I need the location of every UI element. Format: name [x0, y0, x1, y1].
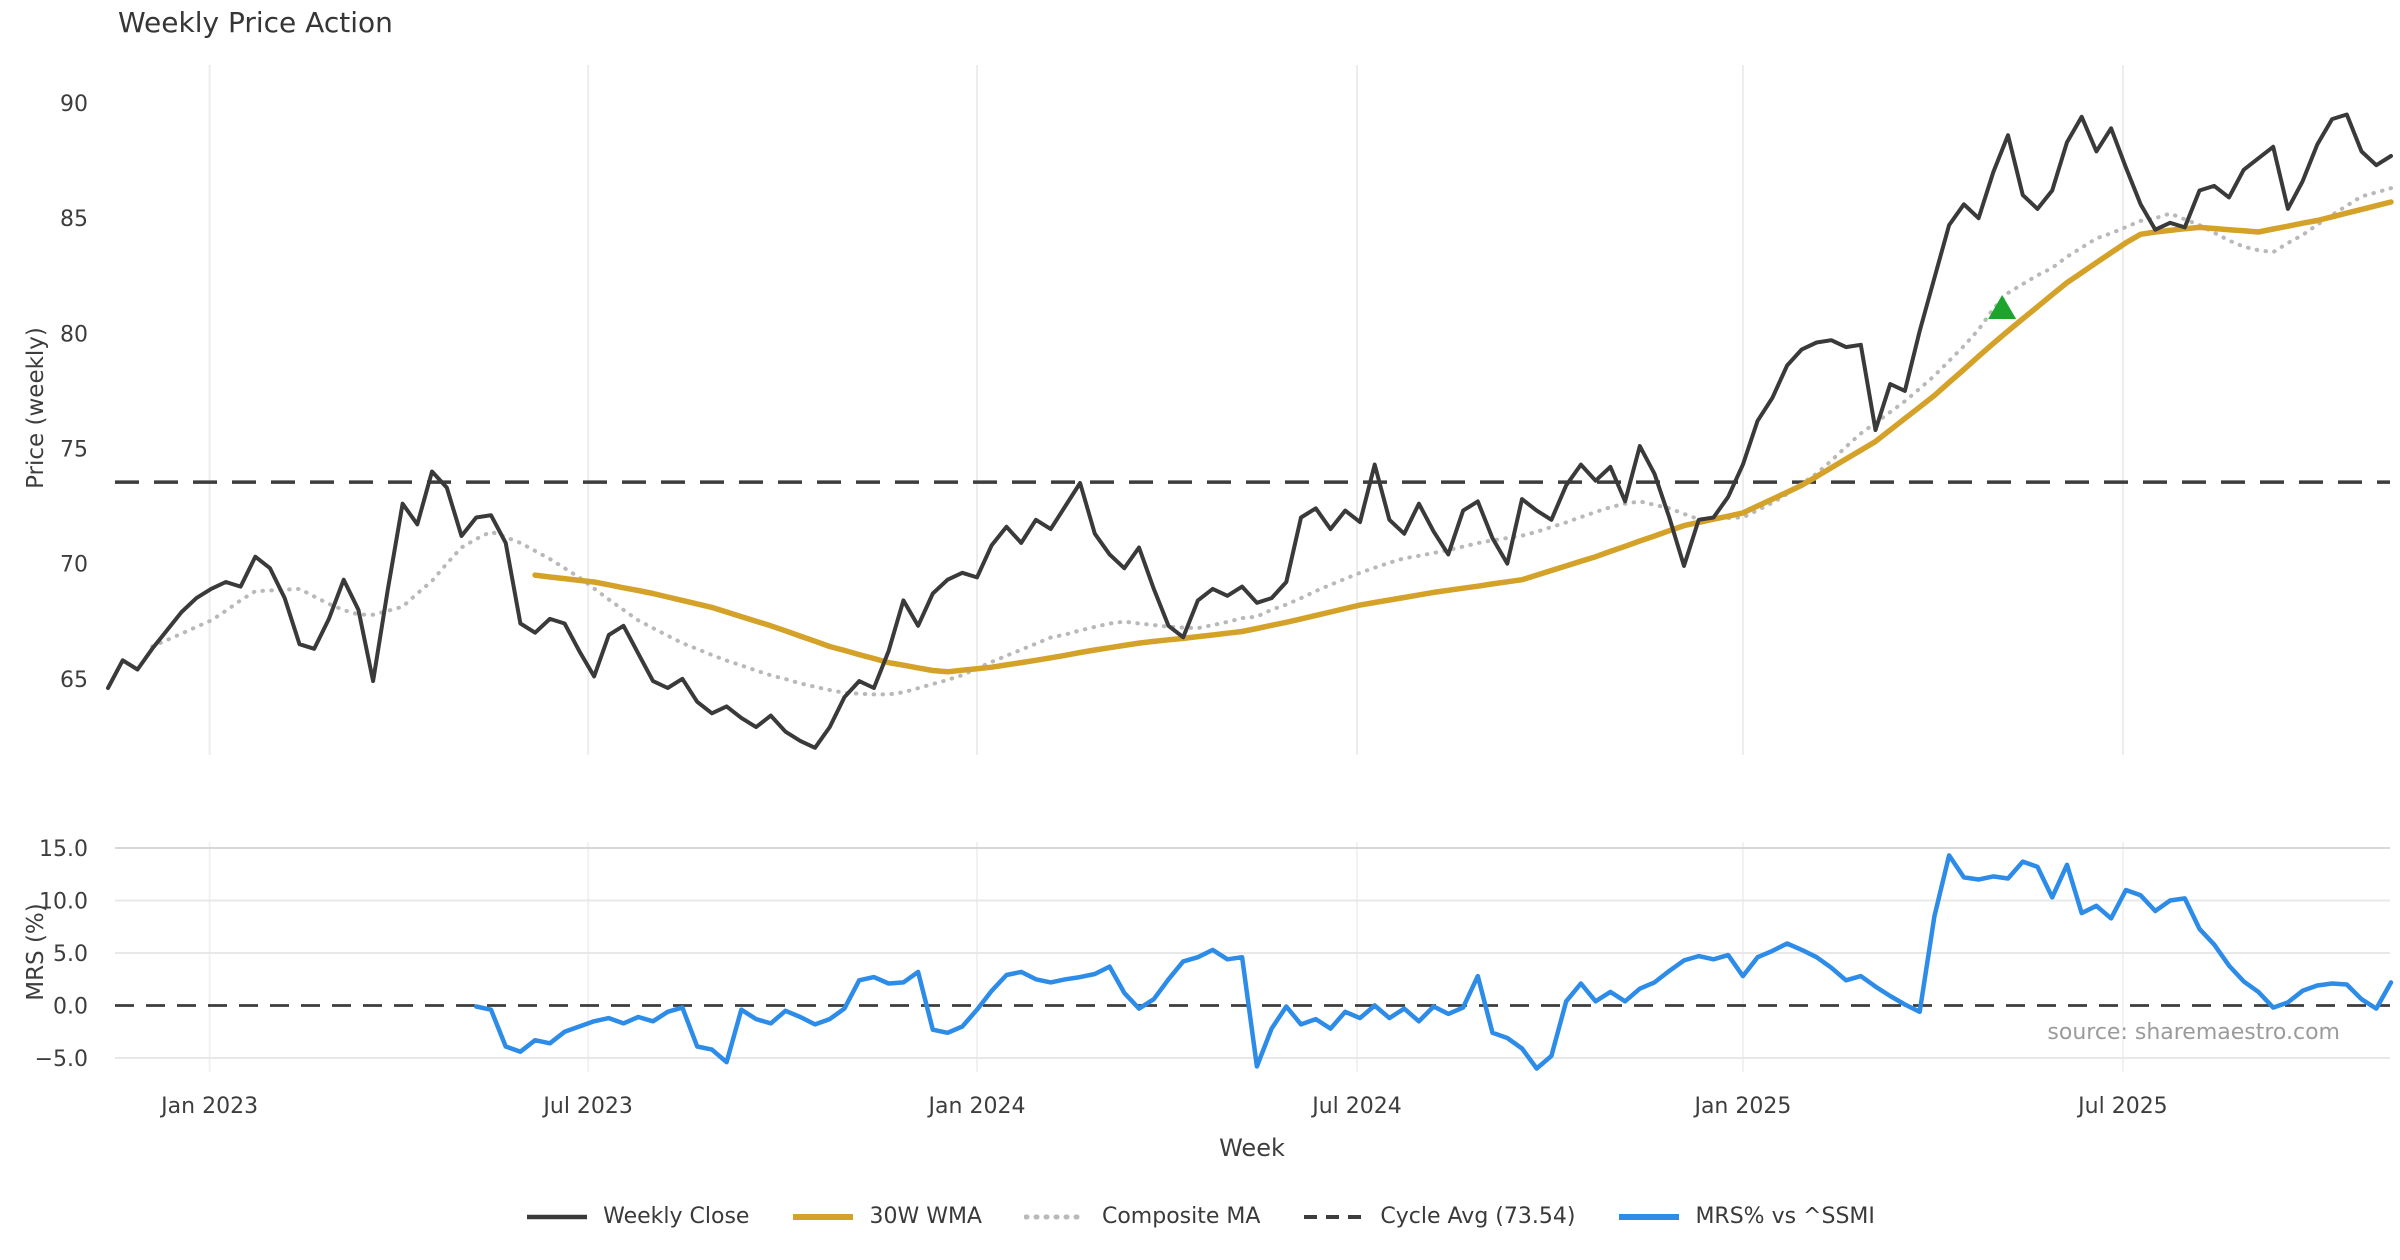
- legend-item-cycle-avg-73-54-: Cycle Avg (73.54): [1302, 1204, 1575, 1229]
- legend-item-composite-ma: Composite MA: [1023, 1204, 1261, 1229]
- x-tick-label: Jan 2025: [1692, 1094, 1791, 1119]
- chart-legend: Weekly Close 30W WMA Composite MA Cycle Avg…: [0, 1204, 2400, 1229]
- mrs-y-tick-label: 0.0: [53, 995, 88, 1020]
- composite-ma-line: [150, 186, 2393, 697]
- x-tick-label: Jan 2023: [159, 1094, 258, 1119]
- legend-label: 30W WMA: [869, 1204, 982, 1229]
- legend-swatch-line: [1023, 1214, 1088, 1219]
- legend-swatch-line: [527, 1214, 588, 1219]
- reference-lines: [115, 480, 2390, 1007]
- legend-item-30w-wma: 30W WMA: [791, 1204, 982, 1229]
- legend-swatch-line: [793, 1213, 854, 1220]
- mrs-y-tick-label: 5.0: [53, 942, 88, 967]
- weekly-close-line: [106, 112, 2393, 750]
- legend-item-weekly-close: Weekly Close: [525, 1204, 749, 1229]
- series-lines: [106, 112, 2394, 1071]
- legend-item-mrs-vs-ssmi: MRS% vs ^SSMI: [1617, 1204, 1875, 1229]
- price-y-tick-label: 75: [60, 437, 88, 462]
- buy-signal-triangle: [1988, 294, 2017, 319]
- chart-title: Weekly Price Action: [118, 6, 393, 39]
- x-tick-label: Jan 2024: [927, 1094, 1026, 1119]
- legend-label: MRS% vs ^SSMI: [1695, 1204, 1875, 1229]
- signal-markers: [1988, 294, 2017, 319]
- legend-swatch-line: [1619, 1213, 1680, 1220]
- price-y-tick-label: 70: [60, 553, 88, 578]
- legend-label: Weekly Close: [603, 1204, 750, 1229]
- mrs-y-tick-label: 15.0: [39, 837, 88, 862]
- mrs-y-tick-label: 10.0: [39, 890, 88, 915]
- x-tick-label: Jul 2024: [1310, 1094, 1402, 1119]
- legend-label: Cycle Avg (73.54): [1380, 1204, 1576, 1229]
- legend-label: Composite MA: [1101, 1204, 1261, 1229]
- wma-line: [532, 199, 2394, 675]
- mrs-line: [473, 853, 2394, 1071]
- x-tick-label: Jul 2023: [541, 1094, 633, 1119]
- price-axis-label: Price (weekly): [23, 327, 49, 489]
- legend-swatch-line: [1304, 1214, 1365, 1219]
- x-tick-label: Jul 2025: [2076, 1094, 2168, 1119]
- price-y-tick-label: 65: [60, 668, 88, 693]
- axis-tick-labels: 90 85 80 75 70 65 15.0 10.0 5.0 0.0 −5.0 Jan 2023 Ju…: [35, 92, 2168, 1162]
- gridlines: [115, 65, 2390, 1072]
- mrs-y-tick-label: −5.0: [35, 1047, 88, 1072]
- price-y-tick-label: 80: [60, 322, 88, 347]
- price-y-tick-label: 85: [60, 207, 88, 232]
- source-note: source: sharemaestro.com: [2047, 1020, 2340, 1045]
- mrs-axis-label: MRS (%): [23, 903, 49, 1001]
- x-axis-label: Week: [1219, 1134, 1285, 1162]
- price-y-tick-label: 90: [60, 92, 88, 117]
